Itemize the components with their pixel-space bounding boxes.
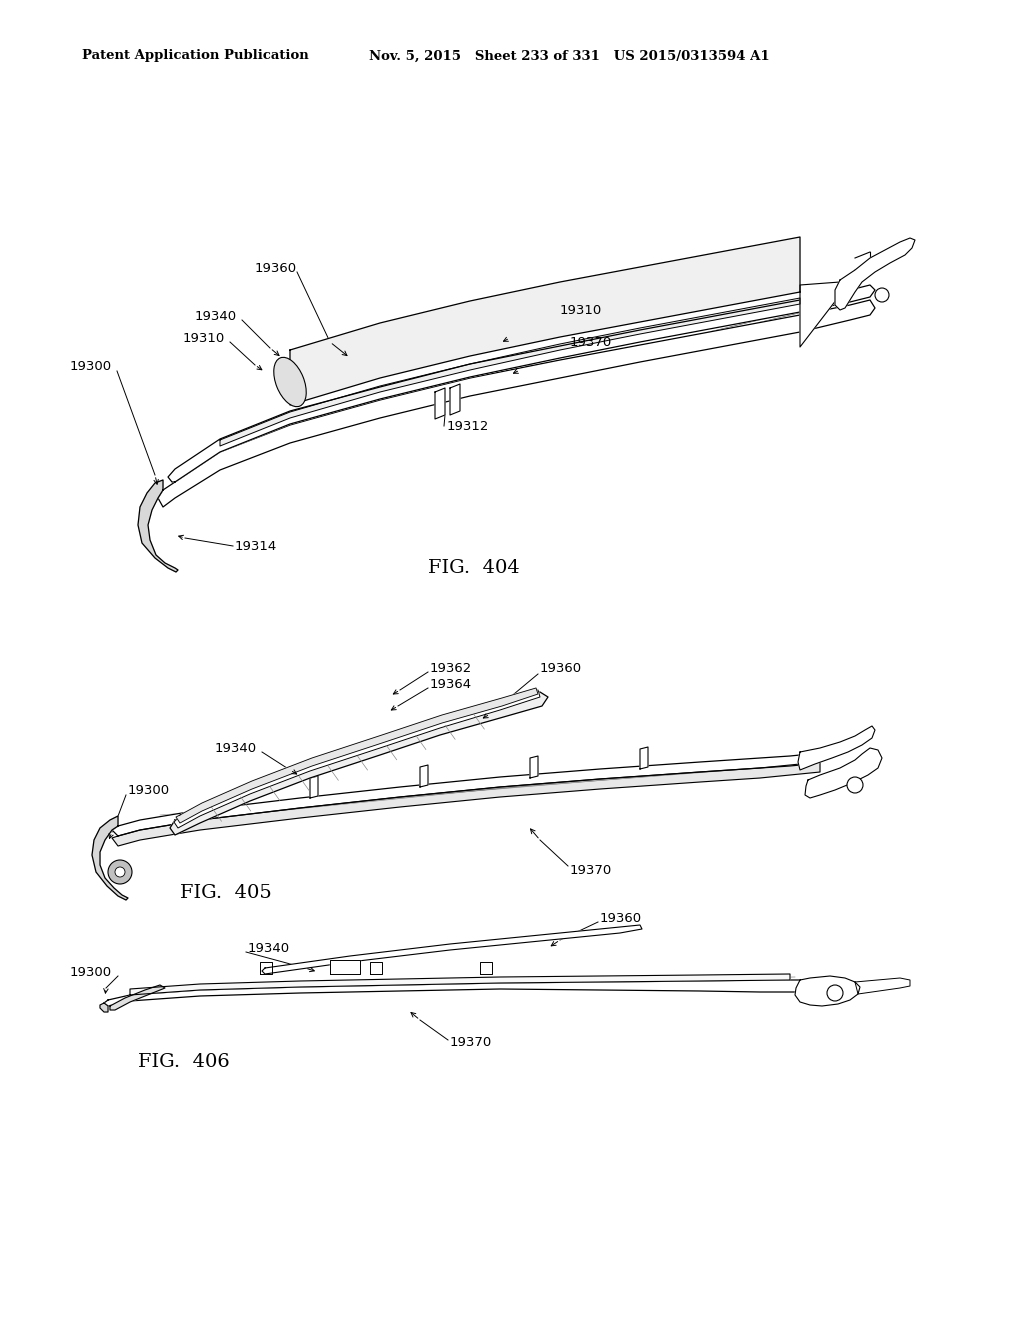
Polygon shape <box>110 985 165 1010</box>
Polygon shape <box>100 1003 108 1012</box>
Polygon shape <box>805 748 882 799</box>
Circle shape <box>847 777 863 793</box>
Text: 19310: 19310 <box>560 304 602 317</box>
Polygon shape <box>174 690 540 828</box>
Polygon shape <box>130 974 790 995</box>
Polygon shape <box>112 762 820 846</box>
Text: 19312: 19312 <box>447 421 489 433</box>
Polygon shape <box>420 766 428 787</box>
Polygon shape <box>835 238 915 310</box>
Polygon shape <box>262 925 642 974</box>
Polygon shape <box>310 776 318 799</box>
Polygon shape <box>220 298 800 446</box>
Text: 19300: 19300 <box>70 360 112 374</box>
Polygon shape <box>795 975 860 1006</box>
Polygon shape <box>290 238 800 405</box>
Text: 19340: 19340 <box>195 309 238 322</box>
Text: 19364: 19364 <box>430 677 472 690</box>
Circle shape <box>827 985 843 1001</box>
Polygon shape <box>158 300 874 507</box>
Text: 19370: 19370 <box>450 1036 493 1049</box>
Text: FIG.  406: FIG. 406 <box>138 1053 229 1071</box>
Polygon shape <box>435 388 445 418</box>
Polygon shape <box>260 962 272 974</box>
Circle shape <box>115 867 125 876</box>
Text: Patent Application Publication: Patent Application Publication <box>82 49 308 62</box>
Polygon shape <box>640 747 648 770</box>
Polygon shape <box>112 752 820 836</box>
Ellipse shape <box>273 358 306 407</box>
Text: 19360: 19360 <box>255 261 297 275</box>
Text: 19314: 19314 <box>234 540 278 553</box>
Circle shape <box>108 861 132 884</box>
Polygon shape <box>92 816 128 900</box>
Text: 19360: 19360 <box>600 912 642 924</box>
Text: FIG.  405: FIG. 405 <box>180 884 271 902</box>
Polygon shape <box>480 962 492 974</box>
Polygon shape <box>170 692 548 836</box>
Text: 19362: 19362 <box>430 661 472 675</box>
Text: 19300: 19300 <box>128 784 170 796</box>
Polygon shape <box>800 282 850 347</box>
Circle shape <box>874 288 889 302</box>
Polygon shape <box>330 960 360 974</box>
Text: 19340: 19340 <box>215 742 257 755</box>
Polygon shape <box>530 756 538 777</box>
Text: 19300: 19300 <box>70 965 112 978</box>
Polygon shape <box>176 688 538 822</box>
Polygon shape <box>104 979 800 1006</box>
Text: Nov. 5, 2015   Sheet 233 of 331   US 2015/0313594 A1: Nov. 5, 2015 Sheet 233 of 331 US 2015/03… <box>369 49 769 62</box>
Text: 19340: 19340 <box>248 941 290 954</box>
Polygon shape <box>168 285 874 482</box>
Polygon shape <box>450 384 460 414</box>
Text: FIG.  404: FIG. 404 <box>428 558 520 577</box>
Text: 19360: 19360 <box>540 661 582 675</box>
Polygon shape <box>798 726 874 770</box>
Text: 19310: 19310 <box>183 331 225 345</box>
Polygon shape <box>138 480 178 572</box>
Text: 19370: 19370 <box>570 863 612 876</box>
Polygon shape <box>370 962 382 974</box>
Text: 19370: 19370 <box>570 335 612 348</box>
Polygon shape <box>855 978 910 994</box>
